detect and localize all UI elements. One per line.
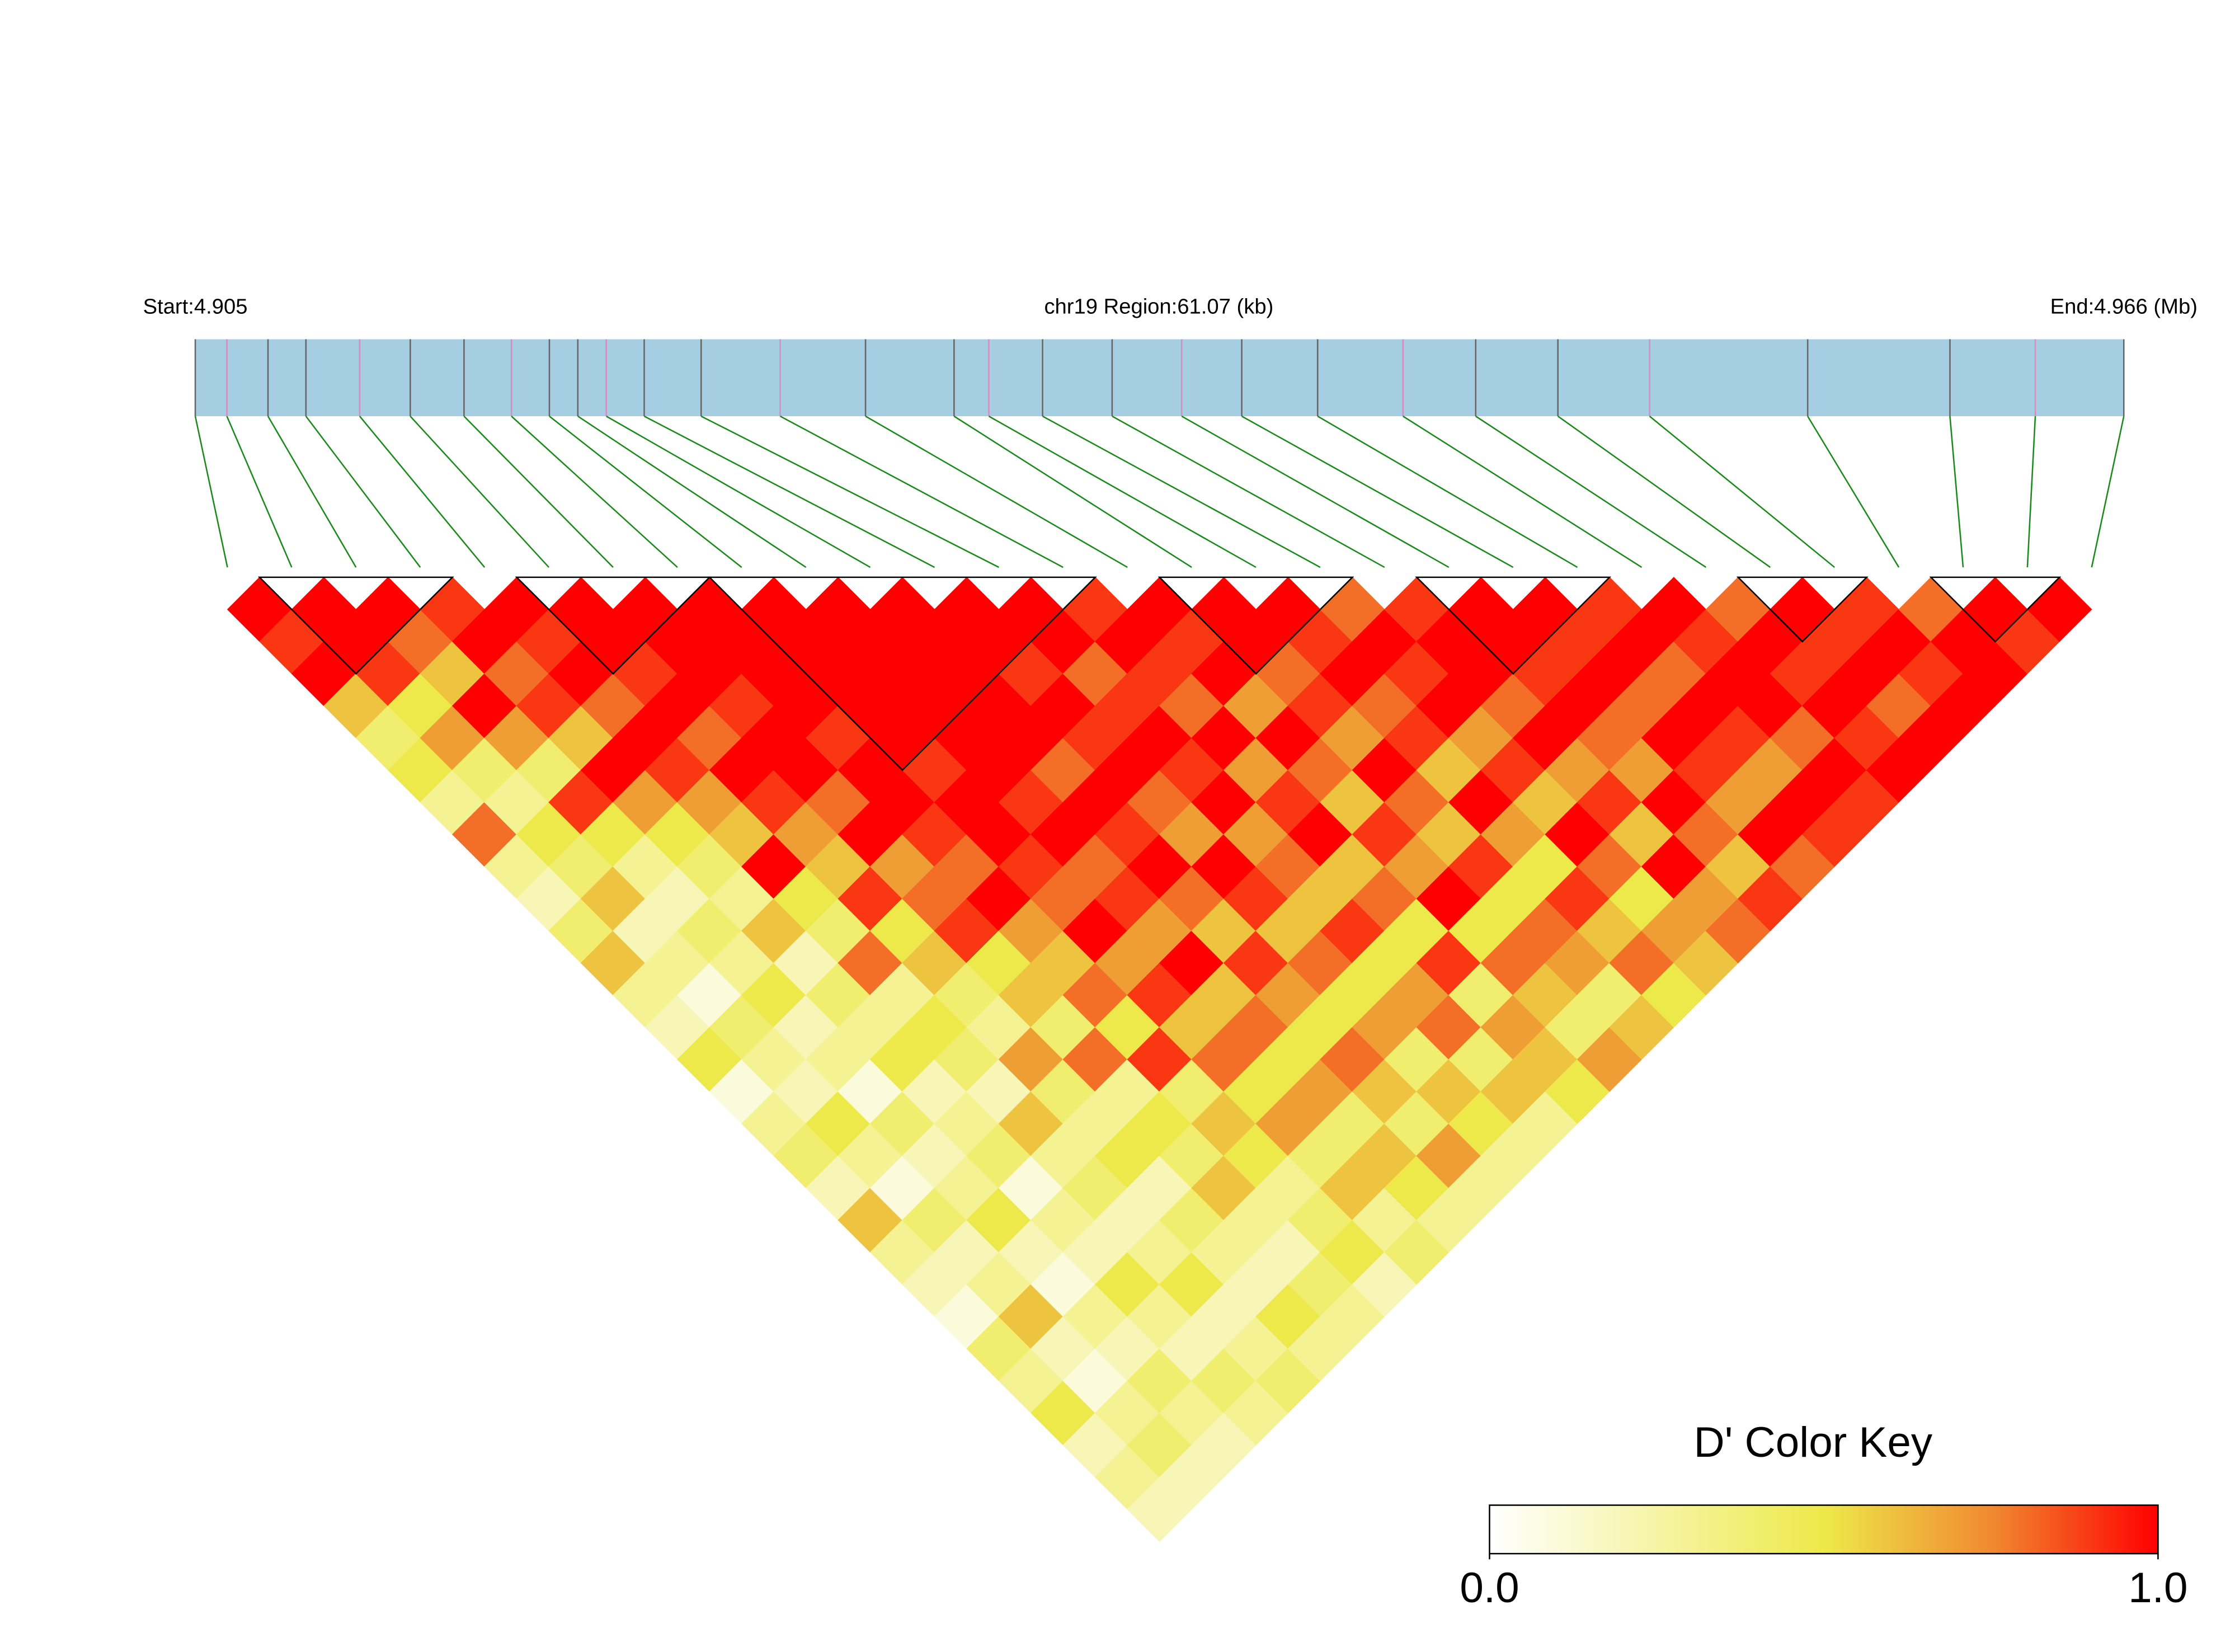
snp-connector <box>1181 415 1450 568</box>
snp-connector <box>194 416 228 568</box>
haplotype-block <box>1736 576 1869 643</box>
snp-connector <box>643 415 935 568</box>
snp-connector <box>2091 416 2125 568</box>
color-key <box>1489 1504 2159 1555</box>
snp-connector <box>1557 415 1771 568</box>
color-key-label: 0.0 <box>1460 1564 1519 1612</box>
snp-connector <box>1403 415 1643 568</box>
snp-connector <box>700 415 999 568</box>
haplotype-block <box>1415 576 1612 675</box>
snp-connector <box>1042 415 1321 568</box>
snp-connector <box>2026 416 2036 568</box>
snp-connector <box>1112 415 1385 568</box>
haplotype-block <box>1929 576 2062 643</box>
legend-title: D' Color Key <box>1694 1419 1933 1466</box>
snp-connector <box>549 415 742 568</box>
snp-connector <box>865 415 1128 568</box>
snp-connector <box>606 415 871 568</box>
snp-connector <box>410 416 549 568</box>
heatmap <box>227 577 2092 1542</box>
region-bar <box>195 339 2124 416</box>
snp-connector <box>988 415 1257 568</box>
color-key-label: 1.0 <box>2128 1564 2187 1612</box>
snp-connector <box>1317 415 1578 568</box>
haplotype-block <box>708 576 1097 771</box>
snp-connector <box>226 416 293 568</box>
snp-connector <box>463 416 614 568</box>
haplotype-block <box>1158 576 1354 675</box>
snp-connector <box>511 416 678 568</box>
snp-connector <box>1649 416 1835 568</box>
overlay: 0.0 1.0 <box>194 339 2188 1612</box>
snp-connector <box>359 416 486 568</box>
snp-connector <box>305 416 421 568</box>
snp-connector <box>577 415 807 568</box>
snp-connector <box>1949 416 1964 568</box>
haplotype-block <box>515 576 712 675</box>
snp-connector <box>1807 416 1900 568</box>
start-label: Start:4.905 <box>143 295 248 319</box>
region-label: chr19 Region:61.07 (kb) <box>1044 295 1273 319</box>
snp-connector <box>1475 415 1707 568</box>
snp-connector <box>1241 415 1514 568</box>
haplotype-block <box>257 576 454 675</box>
snp-connector <box>779 415 1064 568</box>
snp-connector <box>953 415 1192 568</box>
end-label: End:4.966 (Mb) <box>2050 295 2198 319</box>
snp-connector <box>267 416 357 568</box>
